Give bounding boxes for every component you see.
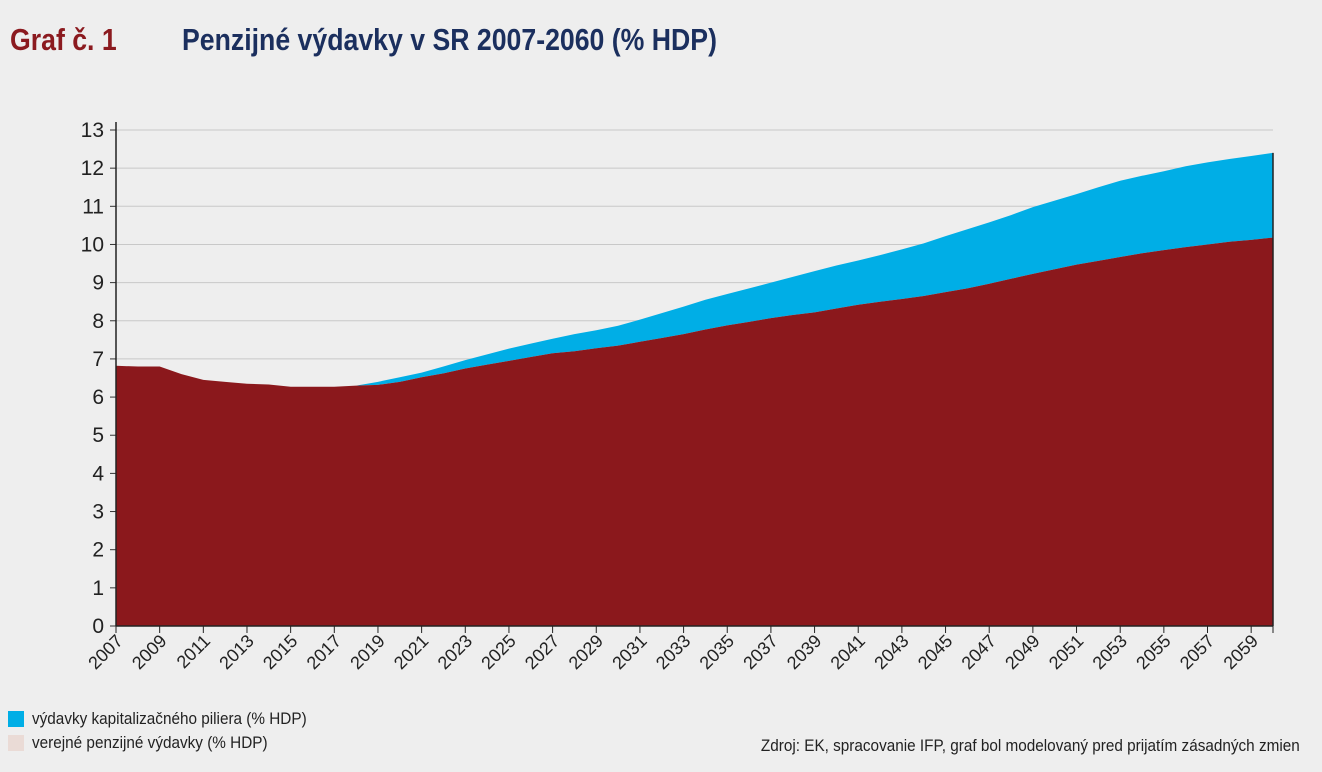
legend-item-public: verejné penzijné výdavky (% HDP) — [8, 731, 337, 755]
legend-swatch-funded — [8, 711, 24, 727]
x-tick-label: 2045 — [914, 631, 956, 673]
y-tick-label: 0 — [92, 615, 104, 638]
legend-swatch-public — [8, 735, 24, 751]
chart-title: Penzijné výdavky v SR 2007-2060 (% HDP) — [182, 22, 717, 57]
y-tick-label: 8 — [92, 310, 104, 333]
x-tick-label: 2015 — [259, 631, 301, 673]
y-tick-label: 5 — [92, 424, 104, 447]
x-tick-label: 2025 — [477, 631, 519, 673]
y-tick-label: 7 — [92, 348, 104, 371]
y-tick-label: 11 — [82, 195, 104, 218]
x-tick-label: 2053 — [1089, 631, 1131, 673]
y-tick-label: 4 — [92, 462, 104, 485]
x-tick-label: 2041 — [827, 631, 869, 673]
x-tick-label: 2009 — [128, 631, 170, 673]
x-tick-label: 2023 — [434, 631, 476, 673]
x-tick-label: 2035 — [696, 631, 738, 673]
x-tick-label: 2021 — [390, 631, 432, 673]
y-tick-label: 3 — [92, 501, 104, 524]
x-tick-label: 2019 — [346, 631, 388, 673]
x-tick-label: 2033 — [652, 631, 694, 673]
x-tick-label: 2051 — [1045, 631, 1087, 673]
legend-label-funded: výdavky kapitalizačného piliera (% HDP) — [32, 709, 307, 728]
x-tick-label: 2007 — [84, 631, 126, 673]
series-area-public — [116, 237, 1273, 626]
x-tick-label: 2037 — [739, 631, 781, 673]
series-area-funded — [116, 152, 1273, 387]
y-tick-label: 13 — [81, 119, 104, 142]
y-tick-label: 12 — [81, 157, 104, 180]
x-tick-label: 2017 — [303, 631, 345, 673]
x-tick-label: 2043 — [870, 631, 912, 673]
y-tick-label: 2 — [92, 539, 104, 562]
chart-legend: výdavky kapitalizačného piliera (% HDP) … — [8, 707, 337, 755]
y-tick-label: 10 — [81, 233, 104, 256]
x-tick-label: 2011 — [173, 631, 215, 673]
x-tick-label: 2029 — [565, 631, 607, 673]
y-tick-label: 6 — [92, 386, 104, 409]
x-tick-label: 2055 — [1132, 631, 1174, 673]
x-tick-label: 2027 — [521, 631, 563, 673]
y-tick-label: 1 — [92, 577, 104, 600]
x-tick-label: 2031 — [608, 631, 650, 673]
legend-label-public: verejné penzijné výdavky (% HDP) — [32, 733, 268, 752]
y-tick-label: 9 — [92, 272, 104, 295]
x-tick-label: 2013 — [215, 631, 257, 673]
x-tick-label: 2057 — [1176, 631, 1218, 673]
x-tick-label: 2059 — [1220, 631, 1262, 673]
x-tick-label: 2049 — [1001, 631, 1043, 673]
x-tick-label: 2047 — [958, 631, 1000, 673]
legend-item-funded: výdavky kapitalizačného piliera (% HDP) — [8, 707, 337, 731]
source-note: Zdroj: EK, spracovanie IFP, graf bol mod… — [761, 736, 1300, 755]
figure-label: Graf č. 1 — [10, 22, 117, 57]
x-tick-label: 2039 — [783, 631, 825, 673]
